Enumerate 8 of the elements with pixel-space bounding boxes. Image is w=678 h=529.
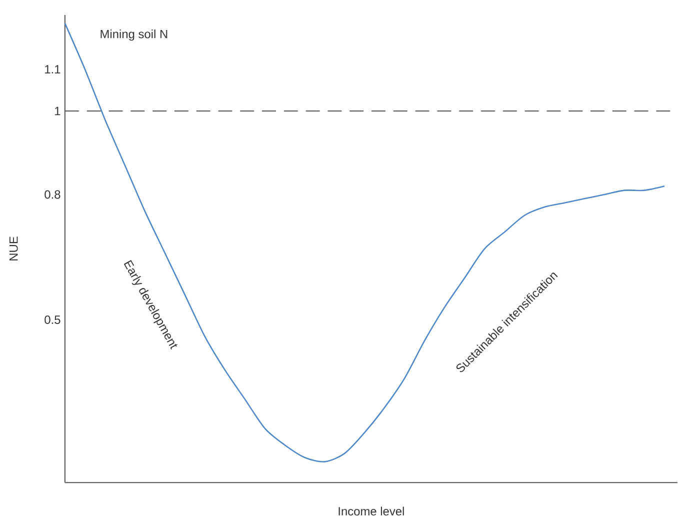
annotation: Mining soil N bbox=[100, 30, 168, 41]
y-tick-label: 1 bbox=[55, 107, 60, 116]
y-tick-label: 0.5 bbox=[44, 316, 60, 324]
x-axis-title: Income level bbox=[338, 506, 404, 516]
y-axis-title: NUE bbox=[9, 236, 18, 261]
y-tick-label: 0.8 bbox=[44, 190, 60, 199]
line-series bbox=[64, 22, 666, 463]
y-tick-label: 1.1 bbox=[45, 65, 60, 74]
